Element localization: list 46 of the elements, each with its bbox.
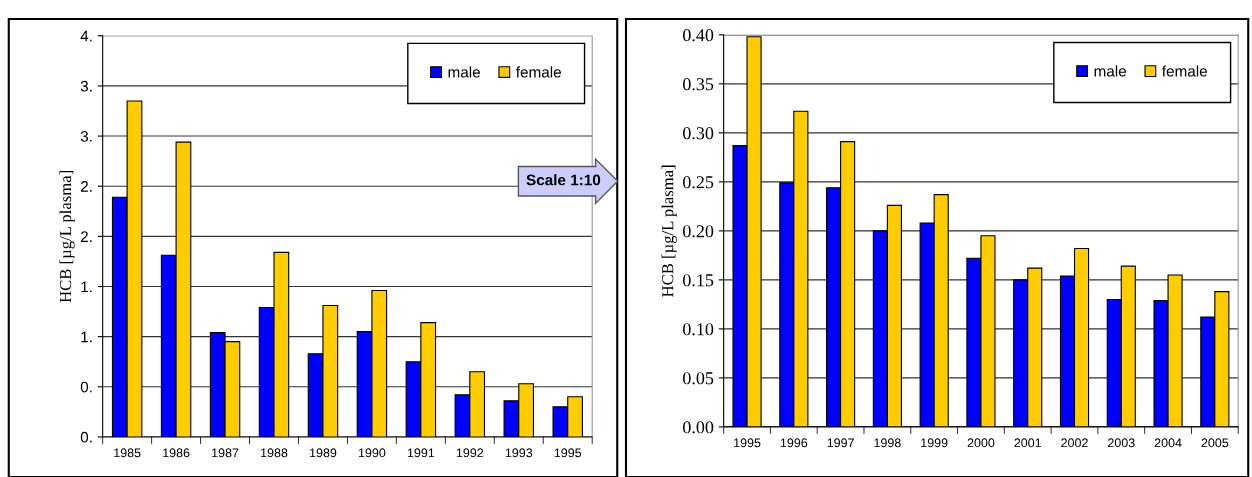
y-axis-title: HCB [µg/L plasma]	[661, 165, 677, 297]
y-tick-label: 3.	[80, 80, 92, 92]
x-tick-label: 1988	[261, 448, 288, 458]
x-tick-label: 1987	[212, 448, 239, 458]
legend-label: female	[1162, 65, 1207, 77]
y-tick-label: 0.	[80, 431, 92, 443]
y-tick-label: 2.	[80, 181, 92, 192]
x-tick-label: 1999	[921, 438, 948, 448]
y-tick-label: 1.	[81, 331, 92, 343]
x-tick-label: 1995	[554, 448, 582, 458]
x-tick-label: 2002	[1061, 438, 1088, 448]
x-tick-label: 2003	[1108, 438, 1135, 448]
x-tick-label: 1986	[163, 448, 190, 458]
x-tick-label: 1995	[734, 438, 761, 448]
legend-label: female	[516, 66, 561, 78]
y-tick-label: 2.	[80, 231, 92, 242]
y-tick-label: 0.00	[683, 421, 714, 434]
x-tick-label: 1997	[827, 438, 854, 448]
y-tick-label: 0.20	[683, 225, 714, 238]
y-tick-label: 4.	[80, 30, 92, 42]
x-tick-label: 1985	[114, 448, 141, 458]
y-tick-label: 0.25	[683, 176, 714, 189]
legend-label: male	[448, 66, 480, 78]
x-tick-label: 1993	[505, 448, 533, 458]
x-tick-label: 1992	[456, 448, 484, 458]
y-tick-label: 0.05	[683, 372, 714, 385]
y-tick-label: 3.	[80, 130, 92, 142]
x-tick-label: 1998	[874, 438, 901, 448]
y-tick-label: 0.15	[683, 274, 714, 287]
x-tick-label: 2004	[1154, 438, 1182, 448]
x-tick-label: 2001	[1014, 438, 1042, 448]
y-tick-label: 0.40	[683, 29, 714, 42]
x-tick-label: 1996	[780, 438, 808, 448]
x-tick-label: 1990	[358, 448, 386, 458]
y-tick-label: 0.35	[683, 78, 714, 91]
y-tick-label: 1.	[81, 281, 92, 293]
x-tick-label: 1991	[407, 448, 435, 458]
x-tick-label: 1989	[310, 448, 337, 458]
y-tick-label: 0.30	[683, 127, 714, 140]
x-tick-label: 2005	[1201, 438, 1229, 448]
annotation: Scale 1:10	[526, 174, 601, 186]
x-tick-label: 2000	[967, 438, 995, 448]
y-tick-label: 0.	[80, 381, 92, 393]
y-tick-label: 0.10	[683, 323, 714, 336]
legend-label: male	[1094, 65, 1126, 77]
y-axis-title: HCB [µg/L plasma]	[59, 171, 75, 303]
